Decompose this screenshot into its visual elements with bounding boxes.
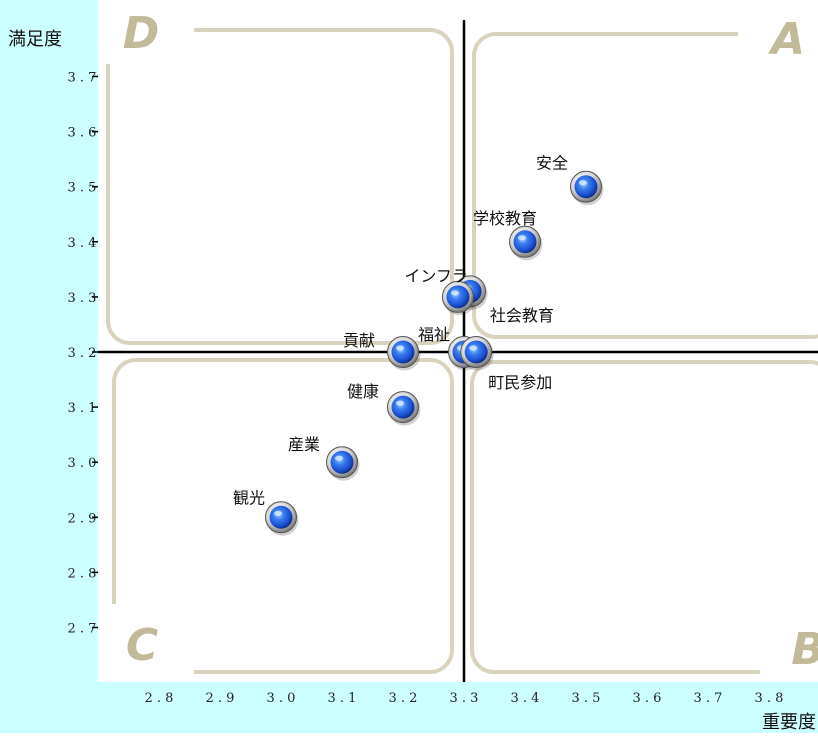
y-tick-label: 2 . 8 <box>68 566 97 581</box>
y-tick-label: 2 . 7 <box>68 622 97 637</box>
y-axis-title: 満足度 <box>8 29 62 50</box>
x-tick-label: 3 . 0 <box>267 691 296 706</box>
y-tick-label: 3 . 0 <box>68 456 97 471</box>
point-marker <box>446 285 470 309</box>
point-label: 福祉 <box>418 325 450 344</box>
quadrant-frame-b <box>470 360 818 674</box>
x-axis-title: 重要度 <box>762 712 816 733</box>
point-marker <box>464 340 488 364</box>
quadrant-frame-a <box>472 32 818 339</box>
point-label: 観光 <box>233 488 265 507</box>
quadrant-label-a: A <box>768 14 805 65</box>
letter-bg-d <box>98 4 194 64</box>
quadrant-frame-d <box>106 28 454 345</box>
y-tick-label: 3 . 7 <box>68 71 97 86</box>
point-marker <box>391 395 415 419</box>
y-tick-label: 3 . 3 <box>68 291 97 306</box>
point-marker <box>574 175 598 199</box>
y-tick-label: 3 . 1 <box>68 401 97 416</box>
x-tick-label: 3 . 4 <box>511 691 540 706</box>
point-highlight <box>579 180 587 186</box>
quadrant-label-b: B <box>791 624 818 675</box>
x-tick-label: 3 . 1 <box>328 691 357 706</box>
x-tick-label: 3 . 7 <box>694 691 723 706</box>
x-axis-band <box>0 682 818 733</box>
point-marker <box>269 505 293 529</box>
point-label: 町民参加 <box>488 373 552 392</box>
y-tick-label: 3 . 5 <box>68 181 97 196</box>
x-tick-label: 3 . 6 <box>633 691 662 706</box>
letter-bg-a <box>738 4 818 64</box>
point-highlight <box>469 345 478 351</box>
point-highlight <box>335 455 343 461</box>
y-tick-label: 3 . 4 <box>68 236 97 251</box>
y-tick-label: 3 . 6 <box>68 126 97 141</box>
x-tick-label: 2 . 9 <box>206 691 235 706</box>
point-label: 産業 <box>288 435 320 454</box>
point-marker <box>513 230 537 254</box>
point-marker <box>391 340 415 364</box>
point-label: 社会教育 <box>490 306 554 325</box>
point-label: 健康 <box>347 382 379 401</box>
point-highlight <box>396 345 404 351</box>
x-tick-label: 3 . 3 <box>450 691 479 706</box>
quadrant-label-d: D <box>123 8 160 59</box>
letter-bg-b <box>760 604 818 674</box>
quadrant-frame-c <box>112 358 454 674</box>
letter-bg-c <box>98 604 194 674</box>
point-label: 学校教育 <box>473 209 537 228</box>
x-tick-label: 3 . 5 <box>572 691 601 706</box>
point-marker <box>330 450 354 474</box>
point-highlight <box>396 400 404 406</box>
y-tick-label: 2 . 9 <box>68 511 97 526</box>
y-tick-label: 3 . 2 <box>68 346 97 361</box>
point-highlight <box>518 235 526 241</box>
quadrant-label-c: C <box>126 620 158 671</box>
point-highlight <box>274 510 282 516</box>
point-label: 貢献 <box>343 331 375 350</box>
point-highlight <box>450 290 459 296</box>
x-tick-label: 3 . 2 <box>389 691 418 706</box>
x-tick-label: 3 . 8 <box>755 691 784 706</box>
point-label: インフラ <box>404 266 468 285</box>
point-label: 安全 <box>536 154 568 173</box>
y-axis-band <box>0 0 98 733</box>
x-tick-label: 2 . 8 <box>145 691 174 706</box>
